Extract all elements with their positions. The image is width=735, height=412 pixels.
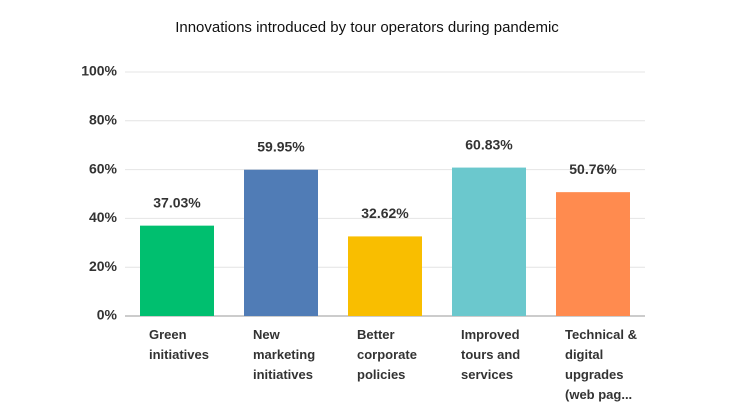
y-tick-label: 20%	[89, 258, 118, 274]
x-tick-label: Green initiatives	[149, 327, 209, 362]
y-tick-label: 40%	[89, 209, 118, 225]
y-tick-label: 100%	[81, 63, 117, 79]
bar	[556, 192, 630, 316]
x-tick-label: Technical & digital upgrades (web pag...	[565, 327, 638, 402]
value-label: 37.03%	[153, 194, 201, 210]
value-label: 60.83%	[465, 136, 513, 152]
x-tick-label: New marketing initiatives	[253, 327, 316, 382]
y-tick-label: 80%	[89, 112, 118, 128]
y-tick-label: 60%	[89, 160, 118, 176]
bar	[452, 167, 526, 316]
value-label: 59.95%	[257, 138, 305, 154]
bar	[140, 225, 214, 316]
y-tick-label: 0%	[97, 307, 118, 323]
value-label: 32.62%	[361, 205, 409, 221]
value-label: 50.76%	[569, 161, 617, 177]
x-tick-label: Better corporate policies	[357, 327, 417, 382]
chart-title: Innovations introduced by tour operators…	[175, 19, 559, 36]
bar	[348, 236, 422, 316]
x-tick-label: Improved tours and services	[461, 327, 521, 382]
bar	[244, 169, 318, 316]
